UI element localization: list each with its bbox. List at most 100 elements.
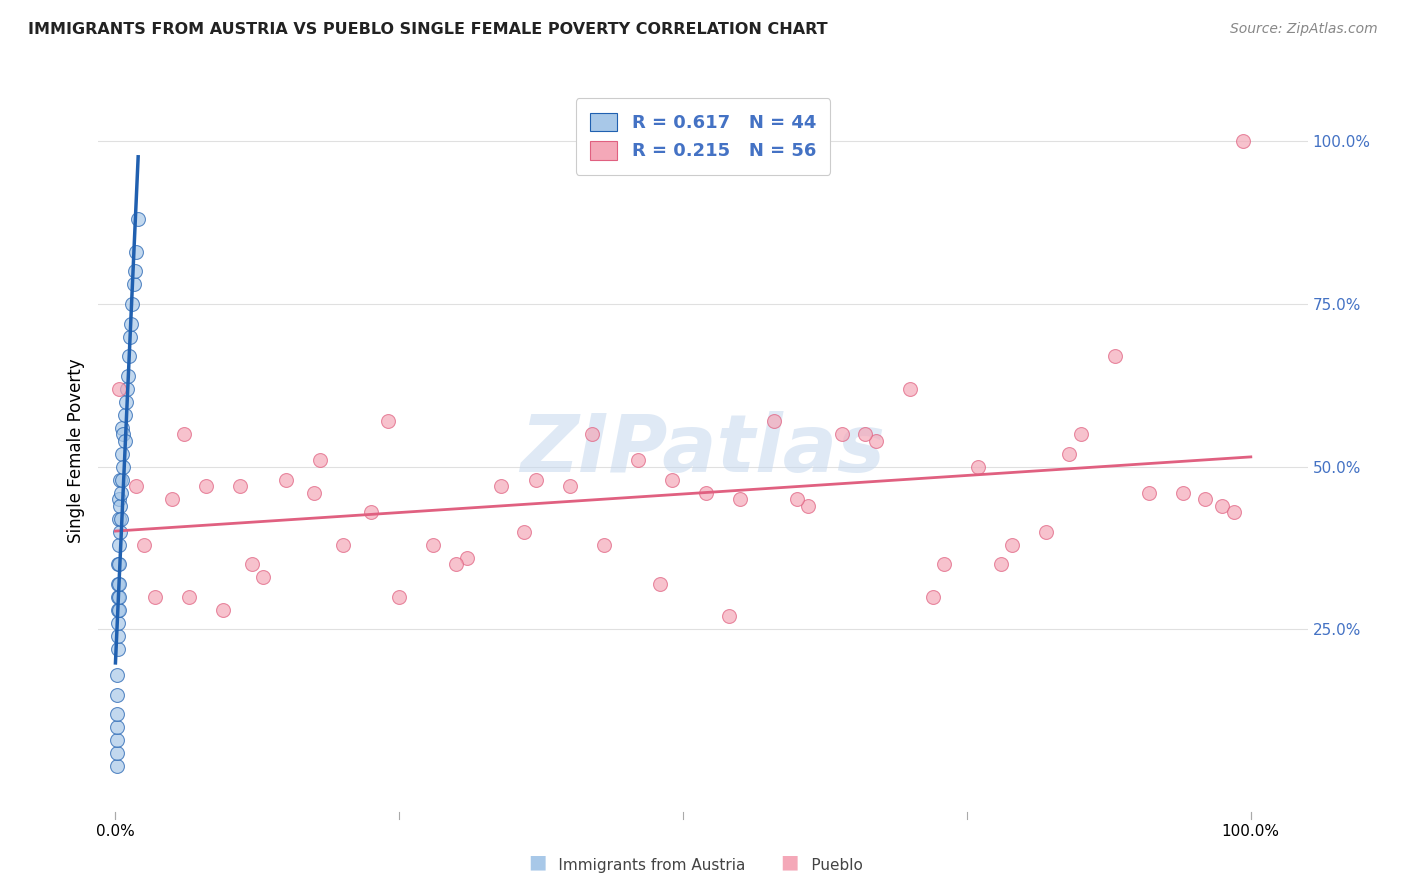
Point <box>160 492 183 507</box>
Point <box>1069 427 1091 442</box>
Legend: R = 0.617   N = 44, R = 0.215   N = 56: R = 0.617 N = 44, R = 0.215 N = 56 <box>575 98 831 175</box>
Point <box>898 382 921 396</box>
Point <box>444 558 467 572</box>
Point <box>360 505 382 519</box>
Point <box>695 485 717 500</box>
Point <box>797 499 820 513</box>
Point <box>581 427 603 442</box>
Point <box>240 558 263 572</box>
Point <box>125 479 148 493</box>
Point <box>124 264 146 278</box>
Point <box>112 427 135 442</box>
Point <box>107 590 129 604</box>
Point <box>179 590 201 604</box>
Point <box>121 297 143 311</box>
Point <box>105 759 128 773</box>
Point <box>114 408 136 422</box>
Point <box>252 570 274 584</box>
Point <box>422 538 444 552</box>
Point <box>105 746 128 760</box>
Point <box>107 558 129 572</box>
Point <box>105 688 128 702</box>
Point <box>195 479 218 493</box>
Text: IMMIGRANTS FROM AUSTRIA VS PUEBLO SINGLE FEMALE POVERTY CORRELATION CHART: IMMIGRANTS FROM AUSTRIA VS PUEBLO SINGLE… <box>28 22 828 37</box>
Y-axis label: Single Female Poverty: Single Female Poverty <box>66 359 84 542</box>
Point <box>111 447 134 461</box>
Point <box>308 453 330 467</box>
Point <box>108 603 131 617</box>
Point <box>1194 492 1216 507</box>
Point <box>110 512 132 526</box>
Text: ZIPatlas: ZIPatlas <box>520 411 886 490</box>
Point <box>118 349 141 363</box>
Point <box>1211 499 1233 513</box>
Point <box>212 603 235 617</box>
Point <box>934 558 956 572</box>
Point <box>1035 524 1057 539</box>
Point <box>112 459 135 474</box>
Point <box>105 733 128 747</box>
Point <box>1171 485 1194 500</box>
Point <box>661 473 683 487</box>
Point <box>456 550 478 565</box>
Point <box>108 492 131 507</box>
Point <box>491 479 513 493</box>
Point <box>114 394 136 409</box>
Point <box>107 642 129 657</box>
Point <box>762 414 785 428</box>
Point <box>377 414 399 428</box>
Point <box>865 434 887 448</box>
Point <box>108 524 131 539</box>
Point <box>853 427 876 442</box>
Point <box>650 577 672 591</box>
Point <box>990 558 1012 572</box>
Point <box>108 577 131 591</box>
Point <box>728 492 751 507</box>
Point <box>229 479 252 493</box>
Text: Pueblo: Pueblo <box>787 858 863 872</box>
Point <box>115 382 138 396</box>
Point <box>114 434 136 448</box>
Point <box>524 473 547 487</box>
Point <box>120 317 142 331</box>
Point <box>967 459 990 474</box>
Point <box>558 479 581 493</box>
Point <box>302 485 325 500</box>
Point <box>111 473 134 487</box>
Point <box>125 244 148 259</box>
Point <box>117 368 139 383</box>
Point <box>108 558 131 572</box>
Point <box>1001 538 1024 552</box>
Point <box>108 538 131 552</box>
Point <box>388 590 411 604</box>
Point <box>107 577 129 591</box>
Point <box>627 453 650 467</box>
Point <box>127 212 149 227</box>
Point <box>717 609 740 624</box>
Point <box>120 329 142 343</box>
Point <box>108 512 131 526</box>
Point <box>332 538 354 552</box>
Point <box>922 590 945 604</box>
Point <box>107 615 129 630</box>
Point <box>143 590 166 604</box>
Point <box>111 420 134 434</box>
Point <box>108 473 131 487</box>
Point <box>513 524 536 539</box>
Point <box>108 382 131 396</box>
Point <box>786 492 808 507</box>
Text: Immigrants from Austria: Immigrants from Austria <box>534 858 745 872</box>
Point <box>1057 447 1080 461</box>
Point <box>105 707 128 722</box>
Point <box>108 590 131 604</box>
Point <box>107 629 129 643</box>
Point <box>592 538 614 552</box>
Point <box>1137 485 1160 500</box>
Point <box>105 668 128 682</box>
Text: ■: ■ <box>780 852 799 871</box>
Point <box>274 473 297 487</box>
Point <box>105 720 128 734</box>
Point <box>1232 134 1254 148</box>
Point <box>1223 505 1246 519</box>
Text: Source: ZipAtlas.com: Source: ZipAtlas.com <box>1230 22 1378 37</box>
